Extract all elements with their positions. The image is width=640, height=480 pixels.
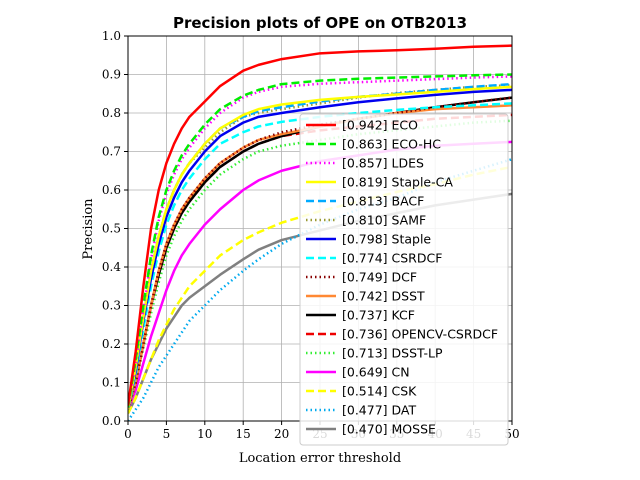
legend: [0.942] ECO [0.863] ECO-HC [0.857] LDES [0.…	[299, 113, 509, 446]
y-tick-label: 0.5	[102, 222, 121, 236]
series-line-eco	[128, 44, 512, 406]
legend-label: [0.798] Staple	[342, 232, 431, 247]
y-tick-label: 0.7	[102, 145, 121, 159]
series-line-staple	[128, 88, 512, 410]
y-tick-label: 1.0	[102, 29, 121, 43]
chart-title: Precision plots of OPE on OTB2013	[173, 14, 467, 32]
x-tick-label: 20	[274, 427, 289, 441]
legend-label: [0.749] DCF	[342, 270, 417, 285]
x-tick-label: 10	[197, 427, 212, 441]
legend-label: [0.857] LDES	[342, 156, 424, 171]
legend-label: [0.736] OPENCV-CSRDCF	[342, 327, 498, 342]
legend-label: [0.477] DAT	[342, 403, 416, 418]
legend-label: [0.737] KCF	[342, 308, 415, 323]
x-tick-label: 0	[124, 427, 132, 441]
y-tick-label: 0.6	[102, 183, 121, 197]
y-tick-label: 0.0	[102, 414, 121, 428]
x-tick-label: 5	[163, 427, 171, 441]
legend-box	[299, 113, 509, 446]
y-tick-label: 0.4	[102, 260, 121, 274]
series-line-samf	[128, 84, 512, 410]
y-tick-label: 0.2	[102, 337, 121, 351]
legend-label: [0.863] ECO-HC	[342, 137, 441, 152]
legend-label: [0.713] DSST-LP	[342, 346, 443, 361]
legend-label: [0.819] Staple-CA	[342, 175, 453, 190]
series-line-staple-ca	[128, 85, 512, 410]
legend-label: [0.810] SAMF	[342, 213, 426, 228]
series-line-csrdcf	[128, 102, 512, 410]
y-axis-label: Precision	[81, 198, 96, 260]
series-line-eco-hc	[128, 73, 512, 408]
legend-label: [0.649] CN	[342, 365, 410, 380]
legend-label: [0.942] ECO	[342, 118, 418, 133]
legend-label: [0.470] MOSSE	[342, 422, 436, 437]
series-line-dsst-lp	[128, 119, 512, 410]
y-tick-label: 0.9	[102, 68, 121, 82]
y-tick-label: 0.8	[102, 106, 121, 120]
series-line-dcf	[128, 96, 512, 410]
x-tick-label: 15	[236, 427, 251, 441]
y-tick-label: 0.1	[102, 376, 121, 390]
legend-label: [0.514] CSK	[342, 384, 417, 399]
legend-label: [0.742] DSST	[342, 289, 425, 304]
legend-label: [0.813] BACF	[342, 194, 424, 209]
x-axis-label: Location error threshold	[239, 451, 401, 466]
y-tick-label: 0.3	[102, 299, 121, 313]
legend-label: [0.774] CSRDCF	[342, 251, 442, 266]
